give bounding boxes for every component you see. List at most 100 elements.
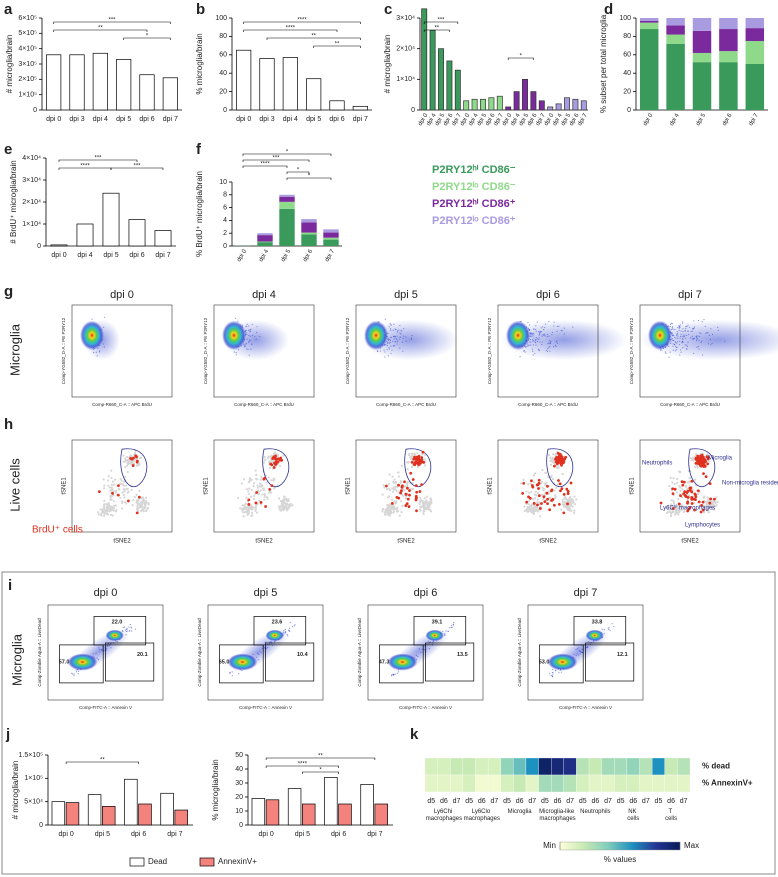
cell-dot — [400, 464, 404, 467]
y-tick-label: 0 — [627, 107, 631, 114]
microglia-gate — [262, 448, 290, 488]
y-tick-label: 1×10⁴ — [396, 76, 415, 83]
cell-dot — [247, 480, 250, 484]
x-tick-label: dpi 6 — [139, 116, 154, 123]
x-tick-label: dpi 7 — [748, 112, 760, 127]
cell-dot — [131, 504, 134, 507]
bar-segment — [301, 222, 317, 233]
cell-dot — [710, 507, 714, 510]
cell-dot — [683, 506, 686, 509]
cell-dot — [425, 506, 428, 510]
brdu-dot — [135, 511, 139, 515]
bar — [429, 29, 436, 111]
bar — [162, 77, 178, 111]
panel-label: k — [410, 726, 419, 743]
gate — [413, 616, 467, 646]
cell-dot — [280, 504, 283, 507]
gate — [573, 616, 627, 646]
cell-dot — [248, 478, 252, 481]
significance-label: * — [520, 54, 523, 60]
bar-segment — [323, 237, 339, 240]
cell-dot — [124, 457, 127, 460]
bar-segment — [257, 241, 273, 243]
brdu-dot — [416, 457, 420, 461]
cell-dot — [112, 483, 115, 486]
cell-dot — [561, 503, 564, 506]
axis-title: Comp-R660_C-A :: APC BrdU — [518, 402, 578, 407]
x-tick-label: dpi 4 — [93, 116, 108, 123]
row-label: Microglia — [7, 323, 22, 376]
cell-dot — [97, 513, 100, 516]
cell-dot — [423, 497, 426, 500]
brdu-dot — [137, 495, 141, 499]
x-tick-label: dpi 7 — [167, 831, 182, 838]
brdu-dot — [419, 461, 422, 465]
cell-dot — [112, 494, 115, 497]
event-dot — [231, 671, 233, 673]
x-tick-label: dpi 4 — [258, 248, 270, 263]
brdu-dot — [692, 497, 696, 501]
cell-dot — [273, 453, 276, 456]
cell-dot — [103, 484, 106, 487]
cell-dot — [395, 507, 398, 510]
cell-dot — [112, 509, 116, 512]
significance-label: * — [297, 168, 300, 174]
event-dot — [391, 674, 393, 676]
row-label: Microglia — [9, 633, 24, 686]
cell-dot — [130, 488, 133, 492]
cell-dot — [125, 502, 128, 505]
brdu-dot — [399, 491, 402, 495]
gate — [59, 644, 104, 684]
event-dot — [550, 674, 552, 677]
event-dot — [122, 626, 124, 629]
event-dot — [131, 627, 133, 629]
gate-percentage: 65.0 — [219, 659, 230, 665]
event-dot — [519, 356, 521, 358]
axis-title: Comp-R660_C-A :: APC BrdU — [660, 402, 720, 407]
cell-dot — [142, 500, 145, 503]
brdu-dot — [554, 457, 557, 461]
cell-dot — [242, 515, 245, 518]
brdu-dot — [704, 475, 708, 479]
bar-segment — [692, 30, 712, 53]
plot-title: dpi 4 — [252, 289, 276, 301]
group-label: T cells — [665, 809, 677, 822]
brdu-dot — [690, 496, 694, 499]
bar — [421, 8, 428, 111]
bar — [69, 54, 85, 111]
cell-dot — [140, 496, 143, 500]
axis-title: Comp-FITC-A :: Annexin V — [239, 705, 292, 710]
brdu-dot — [690, 502, 694, 505]
y-axis-title: # microglia/brain — [11, 761, 20, 820]
brdu-dot — [559, 452, 562, 456]
cell-dot — [401, 504, 404, 508]
cell-dot — [413, 452, 416, 455]
event-dot — [703, 319, 705, 321]
cell-dot — [109, 513, 112, 517]
brdu-dot — [98, 490, 101, 493]
cell-dot — [555, 486, 558, 490]
bar — [116, 59, 132, 111]
bar — [65, 802, 80, 826]
axis-title: Comp-YG582_D-A :: PE P2RY12 — [203, 317, 208, 384]
x-tick-label: dpi 6 — [302, 248, 314, 263]
cell-dot — [569, 495, 572, 498]
cell-dot — [715, 503, 718, 507]
heatmap-cell — [500, 757, 514, 776]
y-tick-label: 40 — [623, 70, 631, 77]
bar — [302, 803, 316, 826]
cell-dot — [686, 498, 689, 502]
cell-dot — [540, 493, 544, 497]
significance-label: ** — [311, 34, 316, 40]
cell-dot — [689, 457, 692, 460]
cell-dot — [112, 489, 115, 492]
y-tick-label: 2×10⁴ — [396, 46, 415, 53]
brdu-dot — [701, 500, 705, 504]
cell-dot — [256, 478, 259, 481]
bar — [160, 792, 174, 826]
cell-dot — [267, 456, 270, 459]
cell-dot — [680, 508, 683, 511]
cell-dot — [679, 471, 682, 474]
axis-title: Comp-FITC-A :: Annexin V — [399, 705, 452, 710]
significance-label: * — [319, 768, 322, 774]
